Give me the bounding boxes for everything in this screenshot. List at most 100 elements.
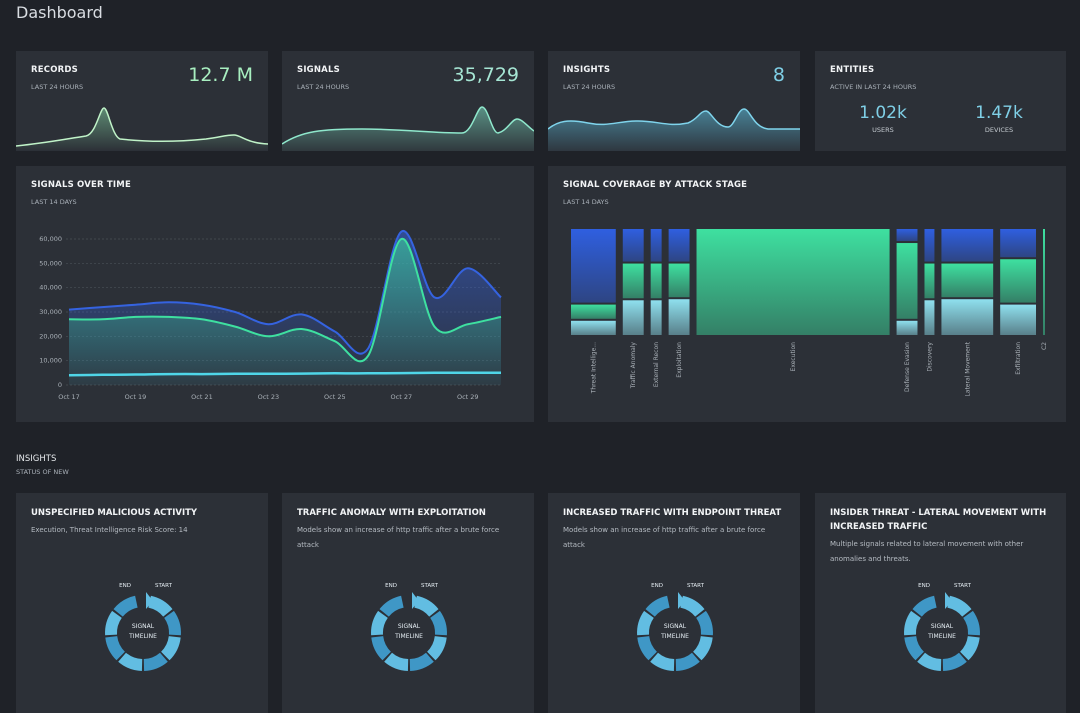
coverage-segment	[668, 229, 690, 262]
ring-end-label: END	[918, 583, 930, 589]
ring-segment	[650, 652, 675, 671]
coverage-segment	[668, 299, 690, 335]
ring-end-label: END	[385, 583, 397, 589]
ring-center-label: SIGNAL TIMELINE	[395, 623, 423, 640]
sparkline	[282, 106, 534, 151]
ring-end-label: END	[651, 583, 663, 589]
y-tick-label: 60,000	[39, 235, 62, 243]
ring-center-label: SIGNAL TIMELINE	[928, 623, 956, 640]
x-tick-label: Defense Evasion	[904, 342, 911, 392]
section-subtitle: STATUS OF NEW	[16, 468, 69, 476]
kpi-title: INSIGHTS	[563, 65, 611, 75]
ring-segment	[143, 652, 168, 671]
insight-description: Models show an increase of http traffic …	[563, 526, 766, 549]
ring-segment	[693, 636, 713, 661]
coverage-segment	[896, 243, 918, 319]
coverage-segment	[941, 299, 994, 335]
kpi-subtitle: LAST 24 HOURS	[31, 83, 84, 91]
y-tick-label: 50,000	[39, 259, 62, 267]
ring-segment	[427, 636, 447, 661]
ring-segment	[118, 652, 143, 671]
ring-arrow	[945, 592, 952, 609]
entity-value: 1.02k	[859, 103, 907, 123]
coverage-segment	[650, 229, 662, 262]
ring-arrow	[412, 592, 419, 609]
coverage-segment	[1000, 229, 1037, 258]
ring-segment	[113, 595, 138, 617]
coverage-segment	[924, 300, 935, 335]
series-line	[68, 230, 502, 355]
kpi-card: INSIGHTS LAST 24 HOURS 8	[548, 51, 800, 151]
x-tick-label: Oct 23	[258, 393, 280, 401]
x-tick-label: Oct 27	[391, 393, 413, 401]
insight-title: TRAFFIC ANOMALY WITH EXPLOITATION	[297, 508, 486, 518]
coverage-segment	[622, 300, 644, 335]
coverage-segment	[896, 229, 918, 242]
ring-segment	[371, 610, 388, 636]
page-title: Dashboard	[16, 3, 103, 22]
entity-value: 1.47k	[975, 103, 1023, 123]
coverage-segment	[622, 263, 644, 299]
signal-timeline-ring: END START	[904, 583, 980, 671]
ring-arrow	[678, 592, 685, 609]
signal-timeline-ring: END START	[637, 583, 713, 671]
x-tick-label: Oct 25	[324, 393, 346, 401]
ring-segment	[942, 652, 967, 671]
kpi-value: 35,729	[452, 64, 519, 86]
kpi-subtitle: LAST 24 HOURS	[563, 83, 616, 91]
entities-card: ENTITIES ACTIVE IN LAST 24 HOURS 1.02k U…	[815, 51, 1066, 151]
coverage-segment	[1043, 229, 1045, 335]
ring-segment	[675, 652, 700, 671]
kpi-title: SIGNALS	[297, 65, 340, 75]
series-line	[68, 238, 502, 363]
y-tick-label: 20,000	[39, 332, 62, 340]
entities-title: ENTITIES	[830, 65, 875, 75]
x-tick-label: Oct 21	[191, 393, 213, 401]
x-tick-label: C2	[1041, 342, 1048, 350]
ring-segment	[148, 595, 173, 617]
x-tick-label: Exploitation	[676, 342, 683, 378]
ring-segment	[384, 652, 409, 671]
ring-segment	[379, 595, 404, 617]
x-tick-label: External Recon	[653, 342, 660, 387]
page: Dashboard RECORDS LAST 24 HOURS 12.7 M S…	[16, 3, 1066, 713]
entity-label: DEVICES	[984, 126, 1014, 134]
series-line	[68, 371, 501, 377]
ring-segment	[904, 610, 921, 636]
coverage-segment	[896, 320, 918, 335]
coverage-segment	[650, 263, 662, 299]
ring-segment	[164, 610, 181, 636]
kpi-title: RECORDS	[31, 65, 78, 75]
insight-card: UNSPECIFIED MALICIOUS ACTIVITY Execution,…	[16, 493, 268, 713]
coverage-segment	[571, 229, 616, 303]
coverage-segment	[571, 320, 616, 335]
x-tick-label: Traffic Anomaly	[630, 342, 637, 390]
ring-segment	[409, 652, 434, 671]
ring-segment	[696, 610, 713, 636]
x-tick-label: Discovery	[926, 342, 933, 372]
insight-description: Execution, Threat Intelligence Risk Scor…	[31, 526, 188, 534]
insight-card: INSIDER THREAT - LATERAL MOVEMENT WITH I…	[815, 493, 1066, 713]
chart-subtitle: LAST 14 DAYS	[563, 198, 609, 206]
coverage-segment	[650, 300, 662, 335]
coverage-segment	[941, 263, 994, 298]
x-tick-label: Oct 29	[457, 393, 479, 401]
ring-segment	[637, 610, 654, 636]
coverage-segment	[1000, 304, 1037, 335]
ring-arrow	[146, 592, 153, 609]
coverage-segment	[696, 229, 890, 335]
ring-segment	[161, 636, 181, 661]
signal-timeline-ring: END START	[371, 583, 447, 671]
coverage-segment	[924, 229, 935, 262]
ring-segment	[912, 595, 937, 617]
ring-segment	[963, 610, 980, 636]
ring-segment	[105, 610, 122, 636]
line-chart: 0 10,000 20,000 30,000 40,000 50,000 60,000 Oct…	[39, 230, 502, 401]
ring-segment	[917, 652, 942, 671]
entity-label: USERS	[872, 126, 894, 134]
x-tick-label: Oct 19	[125, 393, 147, 401]
coverage-segment	[668, 263, 690, 298]
kpi-card: SIGNALS LAST 24 HOURS 35,729	[282, 51, 534, 151]
sparkline	[16, 107, 268, 151]
ring-segment	[414, 595, 439, 617]
